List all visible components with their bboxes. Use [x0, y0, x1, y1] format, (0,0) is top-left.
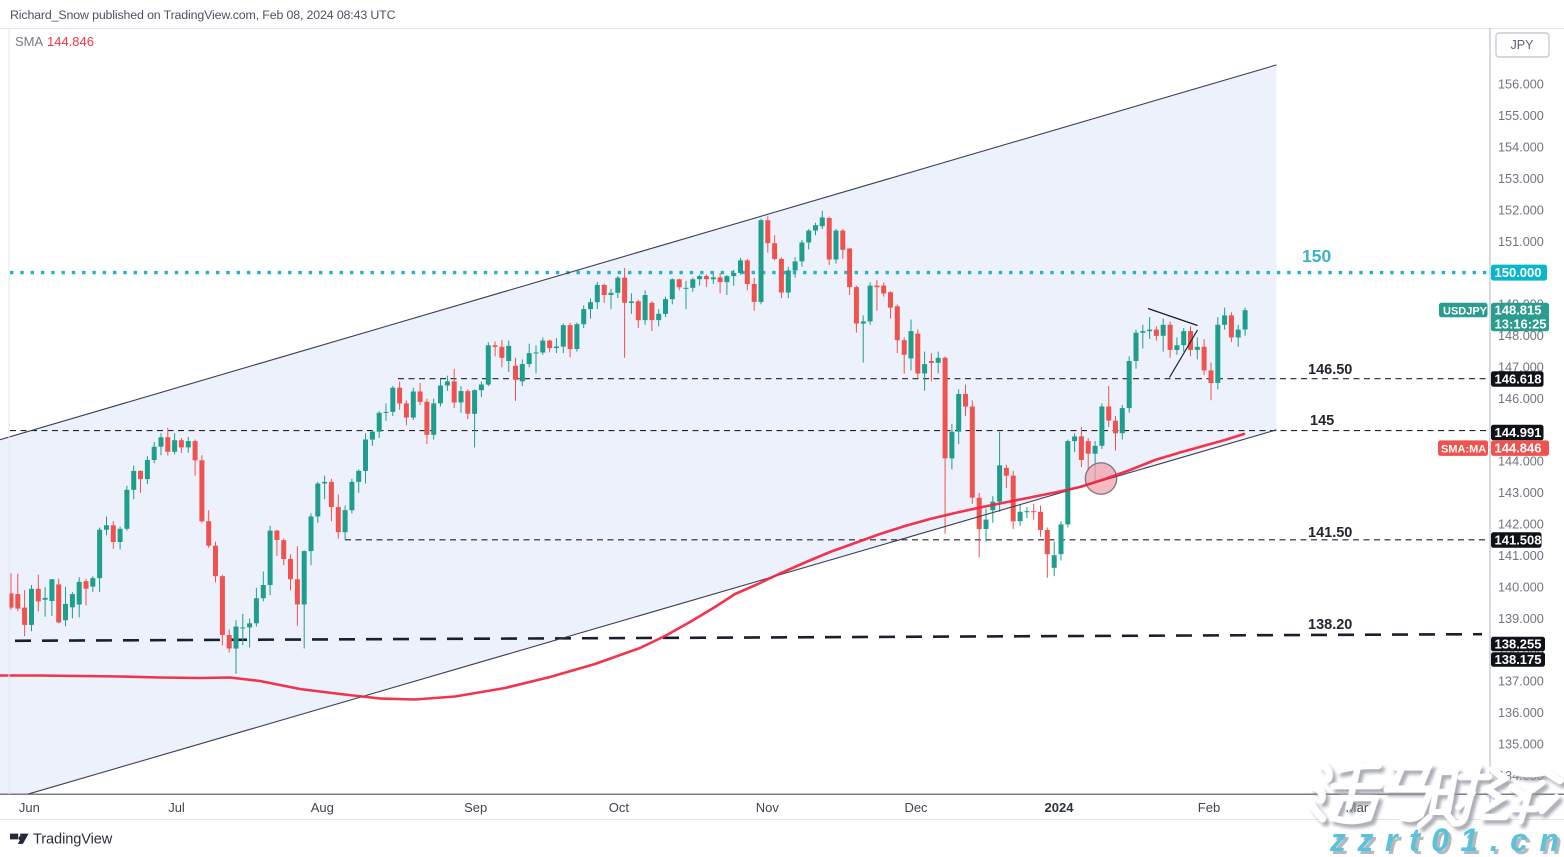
svg-text:SMA: SMA: [15, 34, 44, 49]
svg-text:145: 145: [1310, 413, 1334, 429]
svg-text:156.000: 156.000: [1498, 78, 1544, 92]
svg-text:SMA:MA: SMA:MA: [1441, 444, 1486, 456]
svg-text:148.815: 148.815: [1495, 303, 1542, 318]
svg-text:Jun: Jun: [19, 800, 40, 815]
svg-text:138.20: 138.20: [1308, 617, 1352, 633]
svg-text:144.000: 144.000: [1498, 455, 1544, 469]
svg-text:151.000: 151.000: [1498, 235, 1544, 249]
svg-text:139.000: 139.000: [1498, 612, 1544, 626]
svg-text:153.000: 153.000: [1498, 172, 1544, 186]
svg-text:2024: 2024: [1045, 800, 1075, 815]
svg-text:Sep: Sep: [464, 800, 487, 815]
svg-text:142.000: 142.000: [1498, 518, 1544, 532]
svg-text:146.50: 146.50: [1308, 362, 1352, 378]
svg-text:Aug: Aug: [311, 800, 334, 815]
svg-text:141.000: 141.000: [1498, 549, 1544, 563]
svg-text:Richard_Snow published on Trad: Richard_Snow published on TradingView.co…: [10, 8, 396, 22]
svg-text:Jul: Jul: [168, 800, 185, 815]
svg-text:TradingView: TradingView: [33, 832, 113, 848]
svg-text:136.000: 136.000: [1498, 706, 1544, 720]
svg-text:147.000: 147.000: [1498, 361, 1544, 375]
svg-text:Dec: Dec: [904, 800, 928, 815]
svg-text:JPY: JPY: [1511, 38, 1535, 52]
svg-text:Nov: Nov: [756, 800, 780, 815]
svg-text:148.000: 148.000: [1498, 329, 1544, 343]
svg-text:zzrt01.cn: zzrt01.cn: [1329, 822, 1564, 857]
svg-text:150: 150: [1302, 246, 1331, 266]
svg-text:155.000: 155.000: [1498, 109, 1544, 123]
svg-text:152.000: 152.000: [1498, 203, 1544, 217]
svg-text:138.175: 138.175: [1495, 652, 1542, 667]
svg-text:144.846: 144.846: [47, 34, 94, 49]
svg-text:135.000: 135.000: [1498, 738, 1544, 752]
svg-text:138.255: 138.255: [1495, 637, 1542, 652]
svg-text:141.508: 141.508: [1495, 533, 1542, 548]
svg-text:140.000: 140.000: [1498, 580, 1544, 594]
svg-text:141.50: 141.50: [1308, 525, 1352, 541]
svg-text:146.000: 146.000: [1498, 392, 1544, 406]
svg-text:144.991: 144.991: [1495, 425, 1542, 440]
svg-text:USDJPY: USDJPY: [1443, 305, 1488, 317]
svg-text:150.000: 150.000: [1495, 265, 1542, 280]
svg-text:zzrt01.cn: zzrt01.cn: [1332, 825, 1564, 857]
svg-text:137.000: 137.000: [1498, 675, 1544, 689]
svg-text:143.000: 143.000: [1498, 486, 1544, 500]
svg-text:Feb: Feb: [1198, 800, 1220, 815]
svg-text:154.000: 154.000: [1498, 141, 1544, 155]
svg-text:144.846: 144.846: [1495, 441, 1542, 456]
svg-text:146.618: 146.618: [1495, 372, 1542, 387]
svg-text:Oct: Oct: [609, 800, 630, 815]
svg-text:13:16:25: 13:16:25: [1495, 316, 1547, 331]
